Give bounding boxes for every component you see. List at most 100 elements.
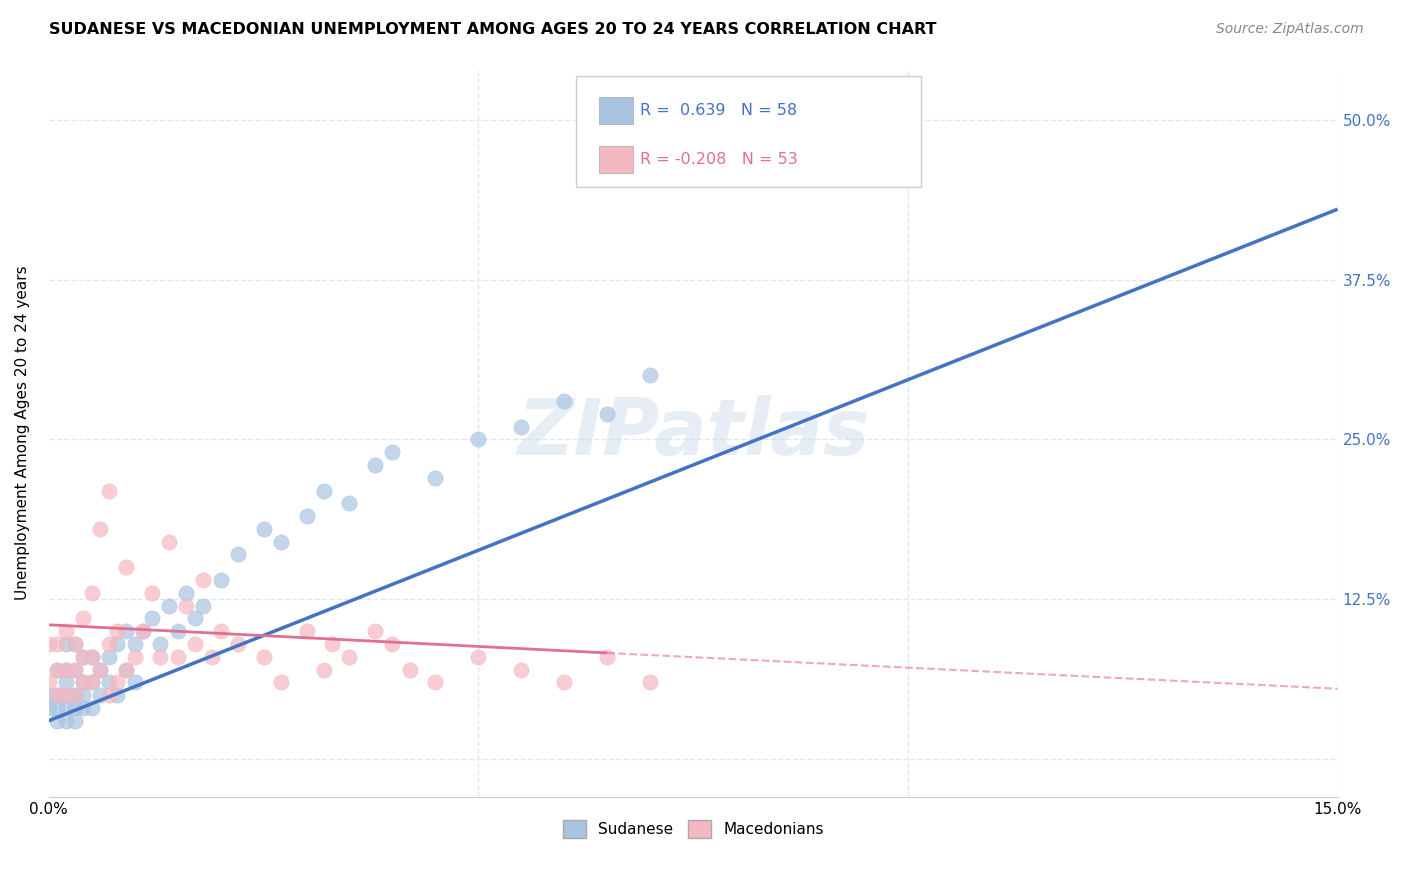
Point	[72, 675, 94, 690]
Point	[89, 663, 111, 677]
Legend: Sudanese, Macedonians: Sudanese, Macedonians	[557, 814, 830, 845]
Point	[295, 624, 318, 639]
Point	[425, 471, 447, 485]
Point	[46, 714, 69, 728]
Point	[149, 649, 172, 664]
Point	[149, 637, 172, 651]
Point	[72, 675, 94, 690]
Point	[63, 714, 86, 728]
Point	[63, 637, 86, 651]
Point	[97, 688, 120, 702]
Point	[89, 688, 111, 702]
Text: ZIPatlas: ZIPatlas	[517, 395, 869, 471]
Point	[364, 624, 387, 639]
Point	[321, 637, 343, 651]
Point	[97, 483, 120, 498]
Point	[46, 663, 69, 677]
Point	[72, 688, 94, 702]
Point	[312, 663, 335, 677]
Point	[897, 151, 920, 165]
Point	[124, 649, 146, 664]
Point	[46, 637, 69, 651]
Point	[63, 688, 86, 702]
Point	[184, 611, 207, 625]
Point	[174, 599, 197, 613]
Point	[63, 688, 86, 702]
Point	[638, 675, 661, 690]
Point	[124, 675, 146, 690]
Point	[63, 663, 86, 677]
Point	[339, 649, 361, 664]
Point	[80, 649, 103, 664]
Point	[89, 663, 111, 677]
Point	[141, 611, 163, 625]
Point	[364, 458, 387, 472]
Point	[72, 649, 94, 664]
Point	[115, 663, 138, 677]
Point	[107, 688, 129, 702]
Point	[166, 624, 188, 639]
Point	[63, 637, 86, 651]
Point	[209, 624, 232, 639]
Point	[312, 483, 335, 498]
Point	[339, 496, 361, 510]
Point	[97, 637, 120, 651]
Point	[252, 522, 274, 536]
Point	[115, 624, 138, 639]
Point	[510, 663, 533, 677]
Point	[80, 586, 103, 600]
Point	[132, 624, 155, 639]
Point	[467, 433, 489, 447]
Y-axis label: Unemployment Among Ages 20 to 24 years: Unemployment Among Ages 20 to 24 years	[15, 266, 30, 600]
Point	[55, 675, 77, 690]
Text: Source: ZipAtlas.com: Source: ZipAtlas.com	[1216, 22, 1364, 37]
Text: R =  0.639   N = 58: R = 0.639 N = 58	[640, 103, 797, 118]
Point	[55, 624, 77, 639]
Point	[46, 688, 69, 702]
Point	[46, 701, 69, 715]
Point	[226, 637, 249, 651]
Point	[157, 534, 180, 549]
Point	[107, 637, 129, 651]
Point	[638, 368, 661, 383]
Point	[55, 637, 77, 651]
Point	[46, 663, 69, 677]
Point	[157, 599, 180, 613]
Point	[193, 573, 215, 587]
Text: SUDANESE VS MACEDONIAN UNEMPLOYMENT AMONG AGES 20 TO 24 YEARS CORRELATION CHART: SUDANESE VS MACEDONIAN UNEMPLOYMENT AMON…	[49, 22, 936, 37]
Point	[55, 714, 77, 728]
Point	[97, 675, 120, 690]
Point	[174, 586, 197, 600]
Point	[38, 637, 60, 651]
Point	[55, 663, 77, 677]
Point	[72, 649, 94, 664]
Text: R = -0.208   N = 53: R = -0.208 N = 53	[640, 153, 797, 167]
Point	[193, 599, 215, 613]
Point	[107, 675, 129, 690]
Point	[226, 548, 249, 562]
Point	[381, 637, 404, 651]
Point	[80, 649, 103, 664]
Point	[596, 407, 619, 421]
Point	[38, 701, 60, 715]
Point	[63, 701, 86, 715]
Point	[115, 560, 138, 574]
Point	[55, 688, 77, 702]
Point	[270, 534, 292, 549]
Point	[510, 419, 533, 434]
Point	[467, 649, 489, 664]
Point	[115, 663, 138, 677]
Point	[270, 675, 292, 690]
Point	[55, 688, 77, 702]
Point	[132, 624, 155, 639]
Point	[553, 394, 575, 409]
Point	[97, 649, 120, 664]
Point	[38, 675, 60, 690]
Point	[141, 586, 163, 600]
Point	[381, 445, 404, 459]
Point	[425, 675, 447, 690]
Point	[55, 663, 77, 677]
Point	[184, 637, 207, 651]
Point	[63, 663, 86, 677]
Point	[38, 688, 60, 702]
